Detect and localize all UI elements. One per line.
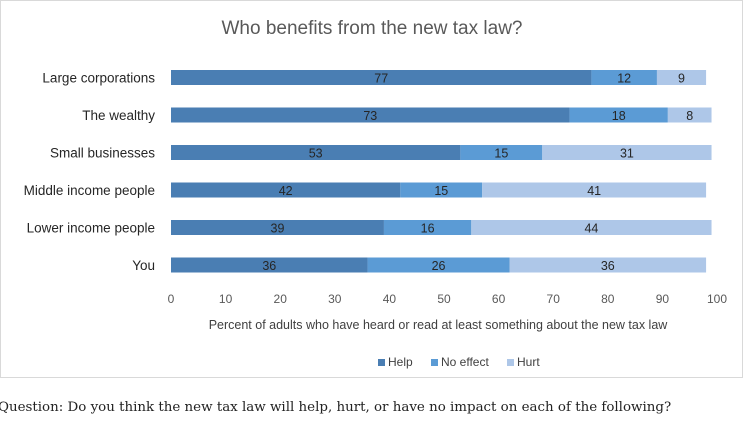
data-label: 44 xyxy=(584,222,598,236)
bar-segment-help xyxy=(171,70,592,85)
bar-segment-no-effect xyxy=(367,257,510,273)
bar-segment-help xyxy=(171,257,368,273)
bar-segment-help xyxy=(171,107,570,123)
bar-segment-no-effect xyxy=(400,182,483,198)
data-label: 15 xyxy=(494,147,508,161)
category-label: Middle income people xyxy=(24,183,155,198)
data-label: 18 xyxy=(612,109,626,123)
bar-segment-hurt xyxy=(542,145,712,160)
data-label: 73 xyxy=(363,109,377,123)
bar-segment-help xyxy=(171,145,461,160)
data-label: 9 xyxy=(678,72,685,86)
legend-label: No effect xyxy=(441,355,489,369)
data-label: 36 xyxy=(601,259,615,273)
x-tick-label: 30 xyxy=(328,292,342,306)
category-label: Small businesses xyxy=(50,146,155,161)
x-tick-label: 80 xyxy=(601,292,615,306)
data-label: 26 xyxy=(432,259,446,273)
x-tick-label: 100 xyxy=(707,292,727,306)
x-tick-label: 70 xyxy=(547,292,561,306)
bar-segment-hurt xyxy=(482,182,707,198)
bar-segment-no-effect xyxy=(383,220,472,235)
data-label: 42 xyxy=(279,184,293,198)
bar-segment-no-effect xyxy=(460,145,543,160)
data-label: 39 xyxy=(271,222,285,236)
x-axis-label: Percent of adults who have heard or read… xyxy=(209,318,669,332)
chart-frame: Who benefits from the new tax law? Large … xyxy=(0,0,743,378)
data-label: 36 xyxy=(262,259,276,273)
bar-segment-no-effect xyxy=(569,107,668,123)
x-tick-label: 20 xyxy=(274,292,288,306)
bar-segment-help xyxy=(171,182,401,198)
data-label: 31 xyxy=(620,147,634,161)
bar-segment-help xyxy=(171,220,384,235)
x-tick-label: 90 xyxy=(656,292,670,306)
x-tick-label: 50 xyxy=(437,292,451,306)
data-label: 53 xyxy=(309,147,323,161)
data-label: 16 xyxy=(421,222,435,236)
data-label: 41 xyxy=(587,184,601,198)
question-text: Question: Do you think the new tax law w… xyxy=(0,400,672,415)
stacked-bar-chart: Who benefits from the new tax law? Large … xyxy=(24,18,728,369)
legend-label: Help xyxy=(388,355,413,369)
chart-title: Who benefits from the new tax law? xyxy=(222,18,523,39)
category-label: Lower income people xyxy=(27,221,155,236)
x-tick-label: 60 xyxy=(492,292,506,306)
legend-swatch xyxy=(431,359,438,366)
legend-swatch xyxy=(507,359,514,366)
bar-segment-hurt xyxy=(656,70,707,85)
legend-label: Hurt xyxy=(517,355,540,369)
category-label: You xyxy=(132,258,155,273)
bar-segment-hurt xyxy=(509,257,707,273)
x-tick-label: 40 xyxy=(383,292,397,306)
bar-segment-hurt xyxy=(471,220,712,235)
data-label: 77 xyxy=(374,72,388,86)
legend-swatch xyxy=(378,359,385,366)
data-label: 12 xyxy=(617,72,631,86)
category-label: Large corporations xyxy=(42,71,155,86)
bar-segment-hurt xyxy=(667,107,712,123)
category-label: The wealthy xyxy=(82,108,155,123)
bar-segment-no-effect xyxy=(591,70,657,85)
x-tick-label: 10 xyxy=(219,292,233,306)
data-label: 15 xyxy=(434,184,448,198)
data-label: 8 xyxy=(686,109,693,123)
x-tick-label: 0 xyxy=(168,292,175,306)
